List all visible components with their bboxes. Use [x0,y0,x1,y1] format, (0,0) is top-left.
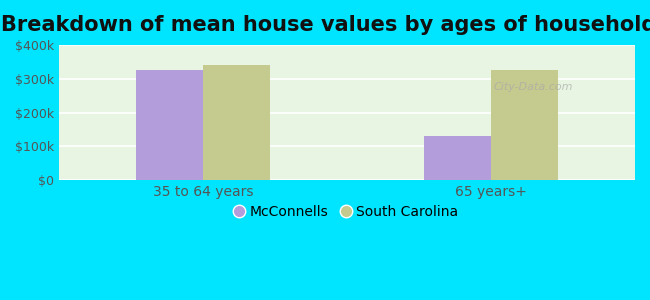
Text: City-Data.com: City-Data.com [494,82,573,92]
Bar [491,70,558,180]
Bar [203,65,270,180]
Bar [424,136,491,180]
Bar [136,70,203,180]
Legend: McConnells, South Carolina: McConnells, South Carolina [230,200,464,225]
Title: Breakdown of mean house values by ages of householders: Breakdown of mean house values by ages o… [1,15,650,35]
